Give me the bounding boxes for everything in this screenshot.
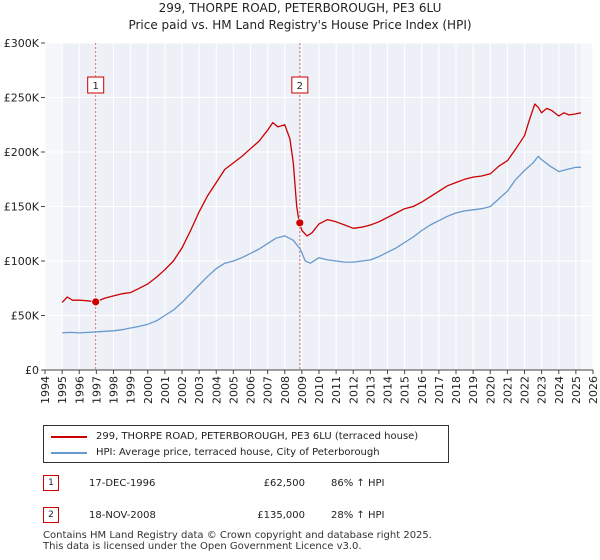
- x-tick-label: 2005: [227, 376, 240, 404]
- legend-swatch-property: [51, 436, 87, 438]
- y-tick-label: £250K: [4, 92, 40, 105]
- x-tick-label: 2018: [450, 376, 463, 404]
- y-tick-label: £150K: [4, 201, 40, 214]
- annotation-box: [291, 76, 309, 94]
- y-tick-label: £50K: [11, 310, 40, 323]
- x-tick-label: 2014: [382, 376, 395, 404]
- x-tick-label: 2022: [519, 376, 532, 404]
- transaction-row: 2 18-NOV-2008 £135,000 28% ↑ HPI: [43, 506, 563, 526]
- x-tick-label: 1995: [56, 376, 69, 404]
- transaction-hpi: 86% ↑ HPI: [331, 478, 385, 489]
- x-tick-label: 2006: [245, 376, 258, 404]
- transaction-date: 17-DEC-1996: [89, 478, 156, 489]
- footer-line1: Contains HM Land Registry data © Crown c…: [43, 530, 432, 541]
- footer-line2: This data is licensed under the Open Gov…: [43, 541, 362, 552]
- x-tick-label: 1996: [73, 376, 86, 404]
- sale-points: [91, 218, 305, 307]
- x-tick-label: 2023: [536, 376, 549, 404]
- transaction-date: 18-NOV-2008: [89, 510, 156, 521]
- x-tick-label: 2017: [433, 376, 446, 404]
- x-tick-label: 2004: [210, 376, 223, 404]
- annotation-label: 2: [297, 81, 303, 92]
- x-tick-label: 2012: [347, 376, 360, 404]
- transaction-row: 1 17-DEC-1996 £62,500 86% ↑ HPI: [43, 474, 563, 494]
- legend-swatch-hpi: [51, 452, 87, 454]
- annotation-label: 1: [93, 81, 99, 92]
- x-tick-label: 2009: [296, 376, 309, 404]
- y-tick-label: £100K: [4, 255, 40, 268]
- transaction-badge: 2: [43, 507, 59, 523]
- x-tick-label: 2010: [313, 376, 326, 404]
- transaction-badge: 1: [43, 475, 59, 491]
- sale-point: [91, 297, 101, 307]
- x-tick-label: 2026: [587, 376, 600, 404]
- series-line: [62, 155, 581, 334]
- x-tick-label: 2024: [553, 376, 566, 404]
- transaction-price: £62,500: [263, 478, 305, 489]
- x-tick-label: 2000: [142, 376, 155, 404]
- x-tick-label: 2021: [501, 376, 514, 404]
- x-tick-label: 2007: [262, 376, 275, 404]
- x-tick-label: 2003: [193, 376, 206, 404]
- annotation-box: [87, 76, 105, 94]
- x-tick-label: 2002: [176, 376, 189, 404]
- x-tick-label: 1994: [39, 376, 52, 404]
- y-tick-label: £0: [25, 364, 39, 377]
- chart-title-line1: 299, THORPE ROAD, PETERBOROUGH, PE3 6LU: [158, 1, 442, 15]
- footer: Contains HM Land Registry data © Crown c…: [43, 530, 432, 552]
- x-tick-label: 1999: [125, 376, 138, 404]
- series-line: [61, 103, 582, 303]
- y-tick-label: £200K: [4, 146, 40, 159]
- x-tick-label: 2015: [399, 376, 412, 404]
- chart-title: 299, THORPE ROAD, PETERBOROUGH, PE3 6LU …: [0, 0, 600, 34]
- legend-label-hpi: HPI: Average price, terraced house, City…: [96, 447, 380, 458]
- x-tick-label: 2019: [467, 376, 480, 404]
- grid-lines: [44, 42, 594, 371]
- x-tick-label: 1997: [90, 376, 103, 404]
- transaction-price: £135,000: [257, 510, 305, 521]
- x-tick-label: 2001: [159, 376, 172, 404]
- chart-title-line2: Price paid vs. HM Land Registry's House …: [128, 18, 472, 32]
- x-tick-label: 2025: [570, 376, 583, 404]
- x-tick-label: 2008: [279, 376, 292, 404]
- series-lines: [61, 103, 582, 334]
- x-tick-label: 2013: [364, 376, 377, 404]
- legend-label-property: 299, THORPE ROAD, PETERBOROUGH, PE3 6LU …: [96, 431, 419, 442]
- y-tick-label: £300K: [4, 37, 40, 50]
- x-tick-label: 2011: [330, 376, 343, 404]
- transaction-hpi: 28% ↑ HPI: [331, 510, 385, 521]
- x-tick-label: 1998: [108, 376, 121, 404]
- sale-marker-lines: [95, 43, 301, 370]
- x-tick-label: 2016: [416, 376, 429, 404]
- legend: 299, THORPE ROAD, PETERBOROUGH, PE3 6LU …: [43, 425, 449, 463]
- sale-point: [295, 218, 305, 228]
- x-tick-label: 2020: [484, 376, 497, 404]
